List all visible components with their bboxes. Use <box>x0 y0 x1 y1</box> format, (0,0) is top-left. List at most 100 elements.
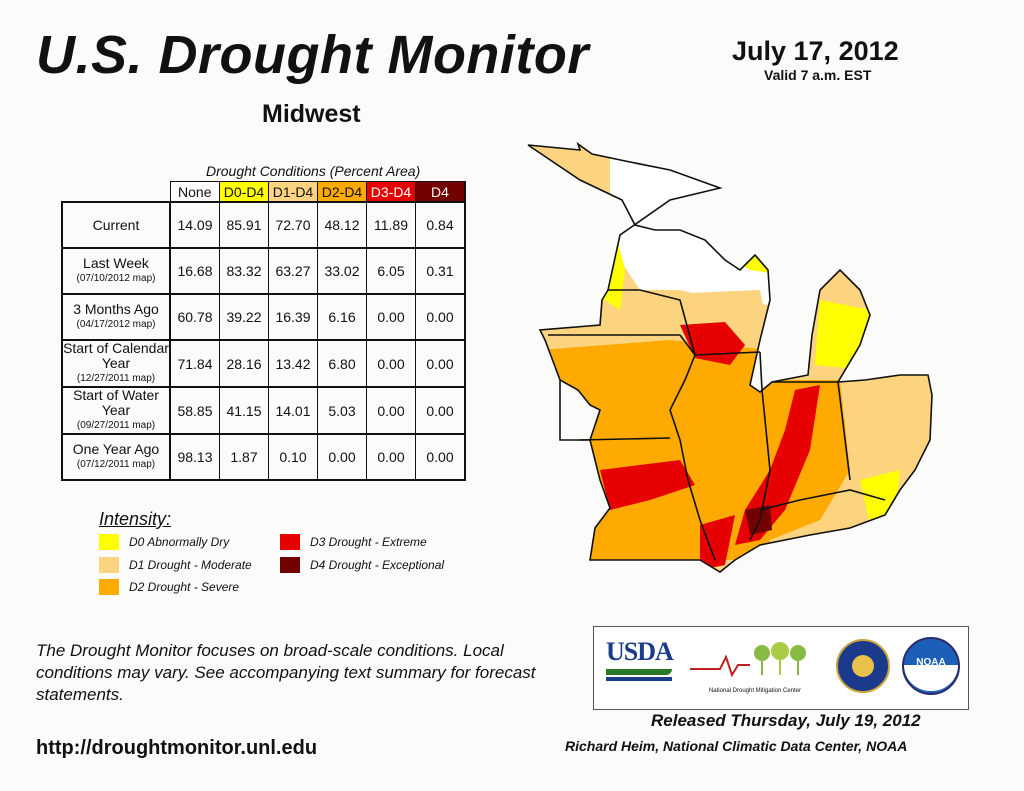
legend-swatch <box>280 534 300 550</box>
table-row-start-calendar-year: Start of Calendar Year (12/27/2011 map) 7… <box>61 339 466 388</box>
legend-swatch <box>99 534 119 550</box>
agency-logos: USDA National Drought Mitigation Center … <box>593 626 969 710</box>
page-title: U.S. Drought Monitor <box>36 25 589 85</box>
col-header-d4: D4 <box>415 181 466 203</box>
cell: 39.22 <box>219 293 269 341</box>
legend-item-d3: D3 Drought - Extreme <box>280 534 427 550</box>
row-label: Last Week (07/10/2012 map) <box>61 247 171 295</box>
cell: 98.13 <box>169 433 220 481</box>
cell: 0.00 <box>415 339 466 388</box>
row-label: Start of Water Year (09/27/2011 map) <box>61 386 171 435</box>
map-date: July 17, 2012 <box>732 36 899 66</box>
legend-item-d2: D2 Drought - Severe <box>99 579 239 595</box>
table-row-current: Current 14.09 85.91 72.70 48.12 11.89 0.… <box>61 201 466 249</box>
d3-area-southern-illinois <box>700 515 735 570</box>
table-corner <box>62 181 170 203</box>
row-label: Current <box>61 201 171 249</box>
cell: 0.84 <box>415 201 466 249</box>
cell: 48.12 <box>317 201 367 249</box>
table-row-3-months-ago: 3 Months Ago (04/17/2012 map) 60.78 39.22… <box>61 293 466 341</box>
ndmc-icon <box>690 642 806 678</box>
cell: 0.00 <box>415 433 466 481</box>
legend-label: D3 Drought - Extreme <box>310 535 427 549</box>
cell: 14.01 <box>268 386 318 435</box>
eagle-icon <box>852 655 874 677</box>
cell: 0.31 <box>415 247 466 295</box>
drought-areas <box>528 144 932 572</box>
cell: 6.80 <box>317 339 367 388</box>
cell: 60.78 <box>169 293 220 341</box>
table-row-start-water-year: Start of Water Year (09/27/2011 map) 58.8… <box>61 386 466 435</box>
legend-title: Intensity: <box>99 509 172 529</box>
row-label: 3 Months Ago (04/17/2012 map) <box>61 293 171 341</box>
legend-item-d1: D1 Drought - Moderate <box>99 557 252 573</box>
d3-area-missouri <box>600 460 695 510</box>
website-url[interactable]: http://droughtmonitor.unl.edu <box>36 737 318 759</box>
legend-swatch <box>280 557 300 573</box>
legend-label: D2 Drought - Severe <box>129 580 240 594</box>
cell: 0.00 <box>366 339 416 388</box>
row-label: One Year Ago (07/12/2011 map) <box>61 433 171 481</box>
ndmc-logo: National Drought Mitigation Center <box>690 639 820 699</box>
legend-label: D1 Drought - Moderate <box>129 558 252 572</box>
col-header-d2-d4: D2-D4 <box>317 181 367 203</box>
table-row-one-year-ago: One Year Ago (07/12/2011 map) 98.13 1.87 … <box>61 433 466 481</box>
cell: 0.00 <box>317 433 367 481</box>
col-header-d0-d4: D0-D4 <box>219 181 269 203</box>
midwest-drought-map <box>527 141 933 573</box>
col-header-d3-d4: D3-D4 <box>366 181 416 203</box>
usda-logo: USDA <box>606 637 674 695</box>
cell: 58.85 <box>169 386 220 435</box>
cell: 41.15 <box>219 386 269 435</box>
release-date: Released Thursday, July 19, 2012 <box>651 711 921 730</box>
cell: 85.91 <box>219 201 269 249</box>
col-header-d1-d4: D1-D4 <box>268 181 318 203</box>
d0-area-minnesota <box>560 220 625 310</box>
cell: 71.84 <box>169 339 220 388</box>
valid-time: Valid 7 a.m. EST <box>764 67 872 83</box>
col-header-none: None <box>169 181 220 203</box>
drought-conditions-table: None D0-D4 D1-D4 D2-D4 D3-D4 D4 Current … <box>61 181 466 481</box>
cell: 5.03 <box>317 386 367 435</box>
cell: 0.00 <box>415 386 466 435</box>
cell: 14.09 <box>169 201 220 249</box>
region-subtitle: Midwest <box>262 100 361 128</box>
legend-swatch <box>99 557 119 573</box>
disclaimer-note: The Drought Monitor focuses on broad-sca… <box>36 641 536 704</box>
d0-area-lower-michigan <box>815 300 870 370</box>
cell: 28.16 <box>219 339 269 388</box>
row-label: Start of Calendar Year (12/27/2011 map) <box>61 339 171 388</box>
legend-label: D0 Abnormally Dry <box>129 535 230 549</box>
cell: 72.70 <box>268 201 318 249</box>
legend-item-d0: D0 Abnormally Dry <box>99 534 229 550</box>
cell: 0.00 <box>366 386 416 435</box>
d2-area-central <box>540 340 770 560</box>
cell: 16.39 <box>268 293 318 341</box>
table-row-last-week: Last Week (07/10/2012 map) 16.68 83.32 63… <box>61 247 466 295</box>
cell: 16.68 <box>169 247 220 295</box>
cell: 0.00 <box>415 293 466 341</box>
cell: 6.05 <box>366 247 416 295</box>
cell: 83.32 <box>219 247 269 295</box>
state-borders <box>527 141 933 573</box>
cell: 11.89 <box>366 201 416 249</box>
commerce-seal <box>836 639 890 693</box>
noaa-logo: NOAA <box>902 637 960 695</box>
cell: 1.87 <box>219 433 269 481</box>
legend-item-d4: D4 Drought - Exceptional <box>280 557 444 573</box>
d3-area-indiana <box>735 385 820 545</box>
cell: 0.10 <box>268 433 318 481</box>
legend-label: D4 Drought - Exceptional <box>310 558 445 572</box>
cell: 0.00 <box>366 433 416 481</box>
cell: 33.02 <box>317 247 367 295</box>
table-header-row: None D0-D4 D1-D4 D2-D4 D3-D4 D4 <box>62 181 466 203</box>
cell: 0.00 <box>366 293 416 341</box>
legend-swatch <box>99 579 119 595</box>
table-caption: Drought Conditions (Percent Area) <box>206 163 421 179</box>
cell: 6.16 <box>317 293 367 341</box>
cell: 63.27 <box>268 247 318 295</box>
author-credit: Richard Heim, National Climatic Data Cen… <box>565 738 908 754</box>
no-drought-area <box>610 144 932 305</box>
d4-area <box>745 505 772 535</box>
cell: 13.42 <box>268 339 318 388</box>
